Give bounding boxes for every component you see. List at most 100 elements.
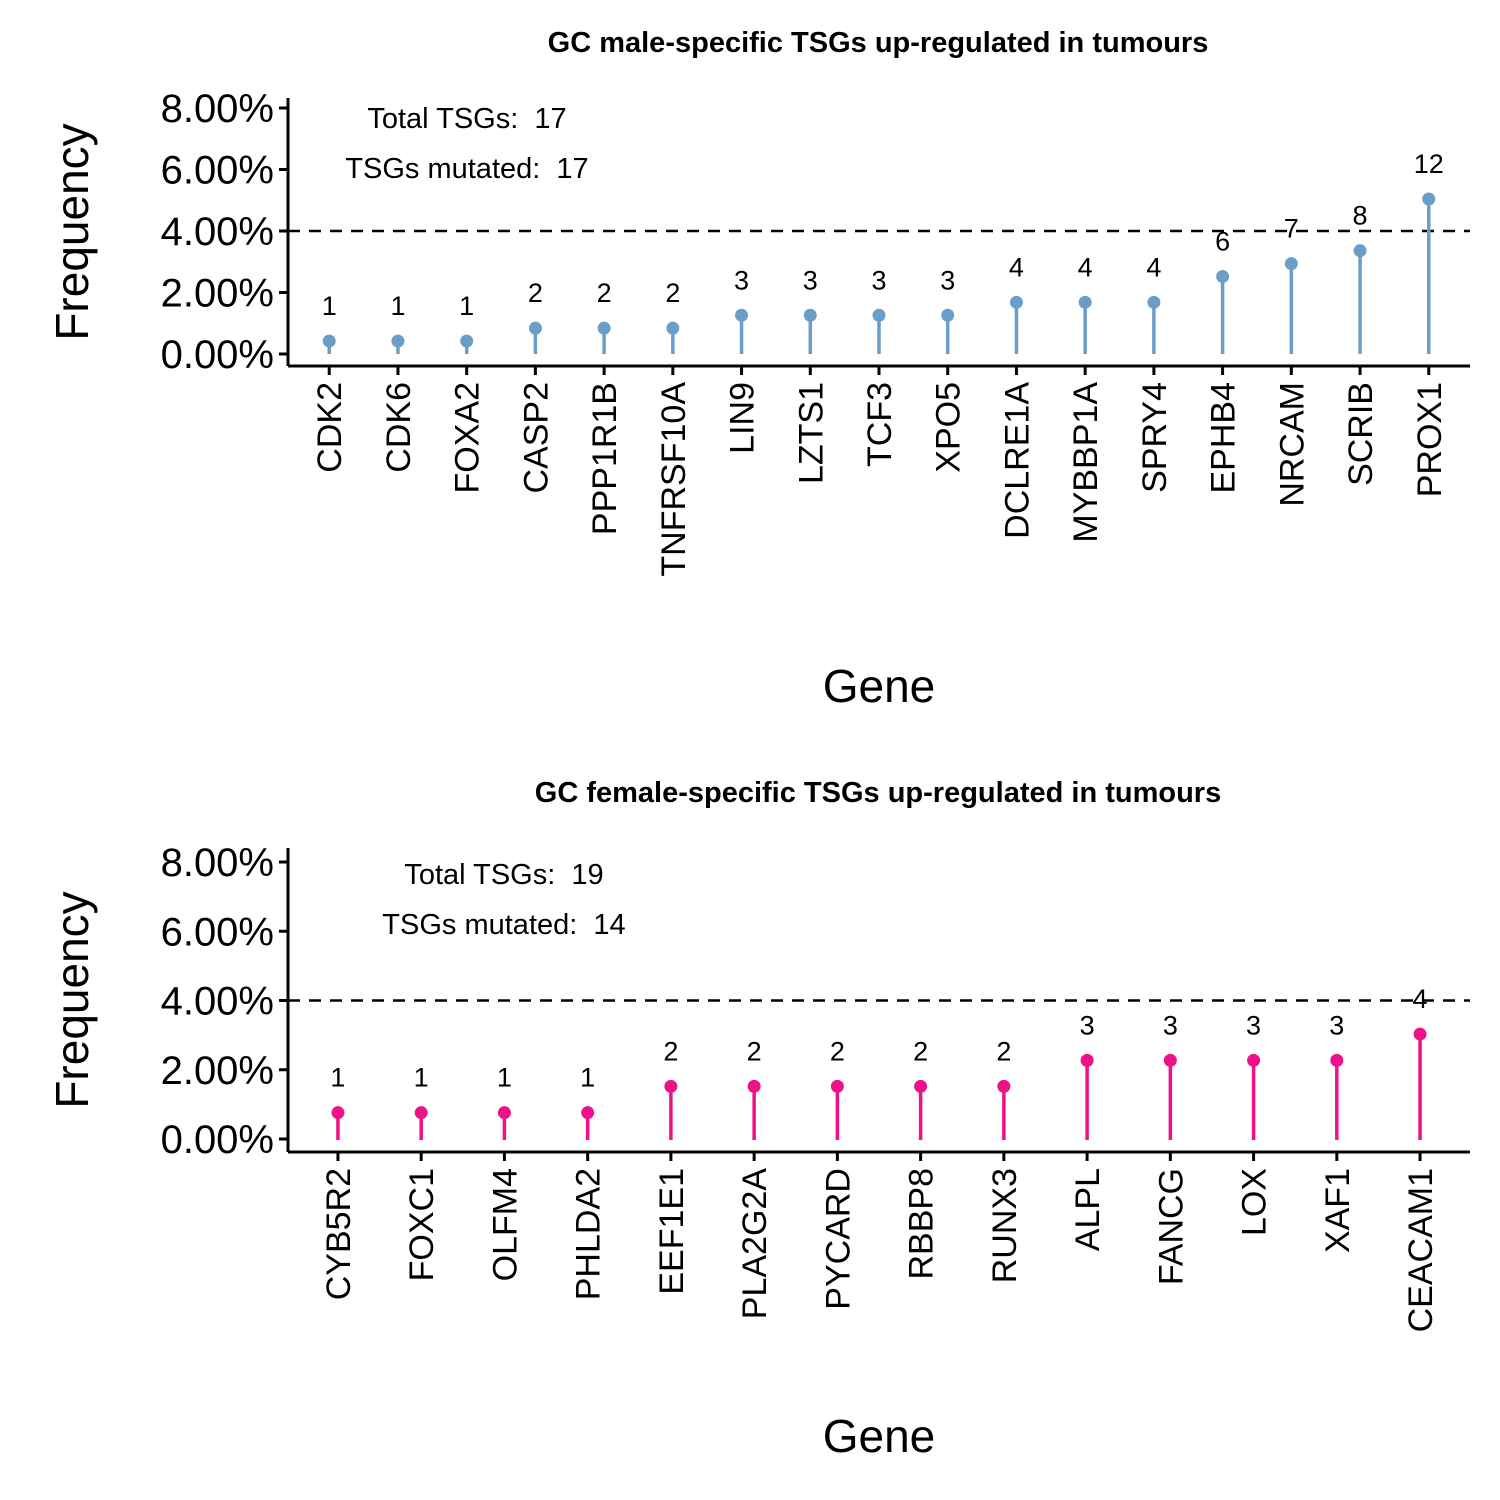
point xyxy=(803,308,817,322)
count-label: 2 xyxy=(747,1036,762,1066)
y-tick-label: 2.00% xyxy=(161,1049,274,1093)
point xyxy=(414,1106,428,1120)
count-label: 4 xyxy=(1413,984,1428,1014)
x-tick-label: ALPL xyxy=(1069,1168,1107,1251)
x-tick-label: PHLDA2 xyxy=(570,1168,608,1300)
point xyxy=(747,1079,761,1093)
annotation: TSGs mutated: 14 xyxy=(382,909,625,941)
x-tick-label: XAF1 xyxy=(1319,1168,1357,1253)
y-tick-label: 0.00% xyxy=(161,333,274,377)
point xyxy=(497,1106,511,1120)
point xyxy=(322,334,336,348)
x-tick-label: FOXC1 xyxy=(403,1168,441,1281)
point xyxy=(1216,270,1230,284)
x-axis-title: Gene xyxy=(823,1410,936,1462)
annotation: Total TSGs: 17 xyxy=(367,103,566,135)
count-label: 4 xyxy=(1146,252,1161,282)
point xyxy=(391,334,405,348)
x-tick-label: DCLRE1A xyxy=(998,382,1036,539)
point xyxy=(830,1079,844,1093)
annotation: TSGs mutated: 17 xyxy=(345,153,588,185)
x-tick-label: NRCAM xyxy=(1273,382,1311,507)
point xyxy=(528,321,542,335)
x-tick-label: SPRY4 xyxy=(1136,382,1174,493)
point xyxy=(1078,295,1092,309)
chart-title: GC male-specific TSGs up-regulated in tu… xyxy=(548,27,1209,59)
x-tick-label: CYB5R2 xyxy=(320,1168,358,1300)
point xyxy=(1009,295,1023,309)
x-tick-label: CDK6 xyxy=(380,382,418,473)
count-label: 3 xyxy=(1163,1010,1178,1040)
x-tick-label: TNFRSF10A xyxy=(655,382,693,577)
point xyxy=(1422,192,1436,206)
y-axis-title: Frequency xyxy=(46,123,98,340)
x-tick-label: LZTS1 xyxy=(792,382,830,484)
point xyxy=(581,1106,595,1120)
count-label: 1 xyxy=(322,291,337,321)
y-tick-label: 8.00% xyxy=(161,87,274,131)
count-label: 3 xyxy=(1246,1010,1261,1040)
y-axis-title: Frequency xyxy=(46,891,98,1108)
chart-title: GC female-specific TSGs up-regulated in … xyxy=(535,777,1221,809)
x-tick-label: TCF3 xyxy=(861,382,899,467)
y-tick-label: 6.00% xyxy=(161,149,274,193)
point xyxy=(460,334,474,348)
x-tick-label: SCRIB xyxy=(1342,382,1380,486)
count-label: 1 xyxy=(580,1063,595,1093)
x-tick-label: FANCG xyxy=(1152,1168,1190,1285)
x-tick-label: PPP1R1B xyxy=(586,382,624,535)
x-tick-label: PROX1 xyxy=(1411,382,1449,497)
count-label: 12 xyxy=(1414,149,1444,179)
count-label: 3 xyxy=(871,265,886,295)
x-tick-label: LOX xyxy=(1236,1168,1274,1236)
point xyxy=(941,308,955,322)
count-label: 2 xyxy=(913,1036,928,1066)
point xyxy=(597,321,611,335)
annotation: Total TSGs: 19 xyxy=(404,859,603,891)
point xyxy=(872,308,886,322)
point xyxy=(997,1079,1011,1093)
count-label: 1 xyxy=(414,1063,429,1093)
y-tick-label: 4.00% xyxy=(161,210,274,254)
point xyxy=(1147,295,1161,309)
point xyxy=(1163,1053,1177,1067)
y-tick-label: 4.00% xyxy=(161,980,274,1024)
count-label: 1 xyxy=(459,291,474,321)
count-label: 7 xyxy=(1284,214,1299,244)
count-label: 8 xyxy=(1353,201,1368,231)
point xyxy=(1247,1053,1261,1067)
x-tick-label: XPO5 xyxy=(930,382,968,473)
count-label: 2 xyxy=(663,1036,678,1066)
x-tick-label: EPHB4 xyxy=(1205,382,1243,494)
x-tick-label: CEACAM1 xyxy=(1402,1168,1440,1332)
x-tick-label: OLFM4 xyxy=(486,1168,524,1281)
count-label: 3 xyxy=(734,265,749,295)
count-label: 1 xyxy=(497,1063,512,1093)
x-tick-label: CDK2 xyxy=(311,382,349,473)
count-label: 3 xyxy=(940,265,955,295)
count-label: 2 xyxy=(597,278,612,308)
x-tick-label: RBBP8 xyxy=(903,1168,941,1280)
x-tick-label: MYBBP1A xyxy=(1067,382,1105,543)
point xyxy=(666,321,680,335)
count-label: 2 xyxy=(830,1036,845,1066)
count-label: 1 xyxy=(390,291,405,321)
x-tick-label: LIN9 xyxy=(724,382,762,454)
y-tick-label: 6.00% xyxy=(161,910,274,954)
x-tick-label: FOXA2 xyxy=(449,382,487,493)
count-label: 3 xyxy=(1080,1010,1095,1040)
count-label: 3 xyxy=(1329,1010,1344,1040)
point xyxy=(914,1079,928,1093)
count-label: 2 xyxy=(665,278,680,308)
count-label: 4 xyxy=(1009,252,1024,282)
y-tick-label: 0.00% xyxy=(161,1118,274,1162)
point xyxy=(331,1106,345,1120)
point xyxy=(1330,1053,1344,1067)
y-tick-label: 2.00% xyxy=(161,272,274,316)
count-label: 2 xyxy=(528,278,543,308)
point xyxy=(1353,244,1367,258)
y-tick-label: 8.00% xyxy=(161,841,274,885)
x-tick-label: PLA2G2A xyxy=(736,1168,774,1320)
